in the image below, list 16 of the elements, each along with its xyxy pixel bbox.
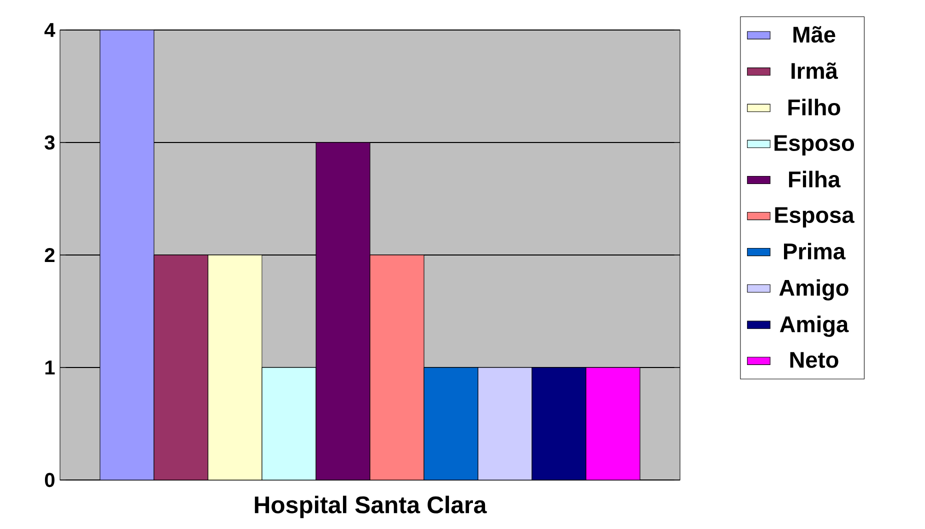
- x-tick-label: Hospital Santa Clara: [254, 496, 487, 518]
- legend-label: Neto: [790, 352, 838, 368]
- legend-label: Esposo: [774, 135, 854, 156]
- y-tick-label: 0: [44, 472, 54, 488]
- legend-label: Mãe: [793, 26, 836, 43]
- legend-label: Prima: [784, 242, 846, 260]
- legend-label: Esposa: [775, 207, 854, 228]
- y-tick-label: 1: [45, 360, 55, 374]
- y-tick-label: 2: [44, 248, 54, 262]
- y-tick-label: 3: [44, 135, 55, 150]
- legend-label: Amigo: [779, 279, 848, 300]
- legend-label: Irmã: [792, 62, 838, 80]
- legend-label: Amiga: [780, 316, 849, 337]
- y-tick-label: 4: [44, 23, 56, 37]
- legend-label: Filha: [789, 170, 841, 188]
- legend-label: Filho: [788, 98, 840, 116]
